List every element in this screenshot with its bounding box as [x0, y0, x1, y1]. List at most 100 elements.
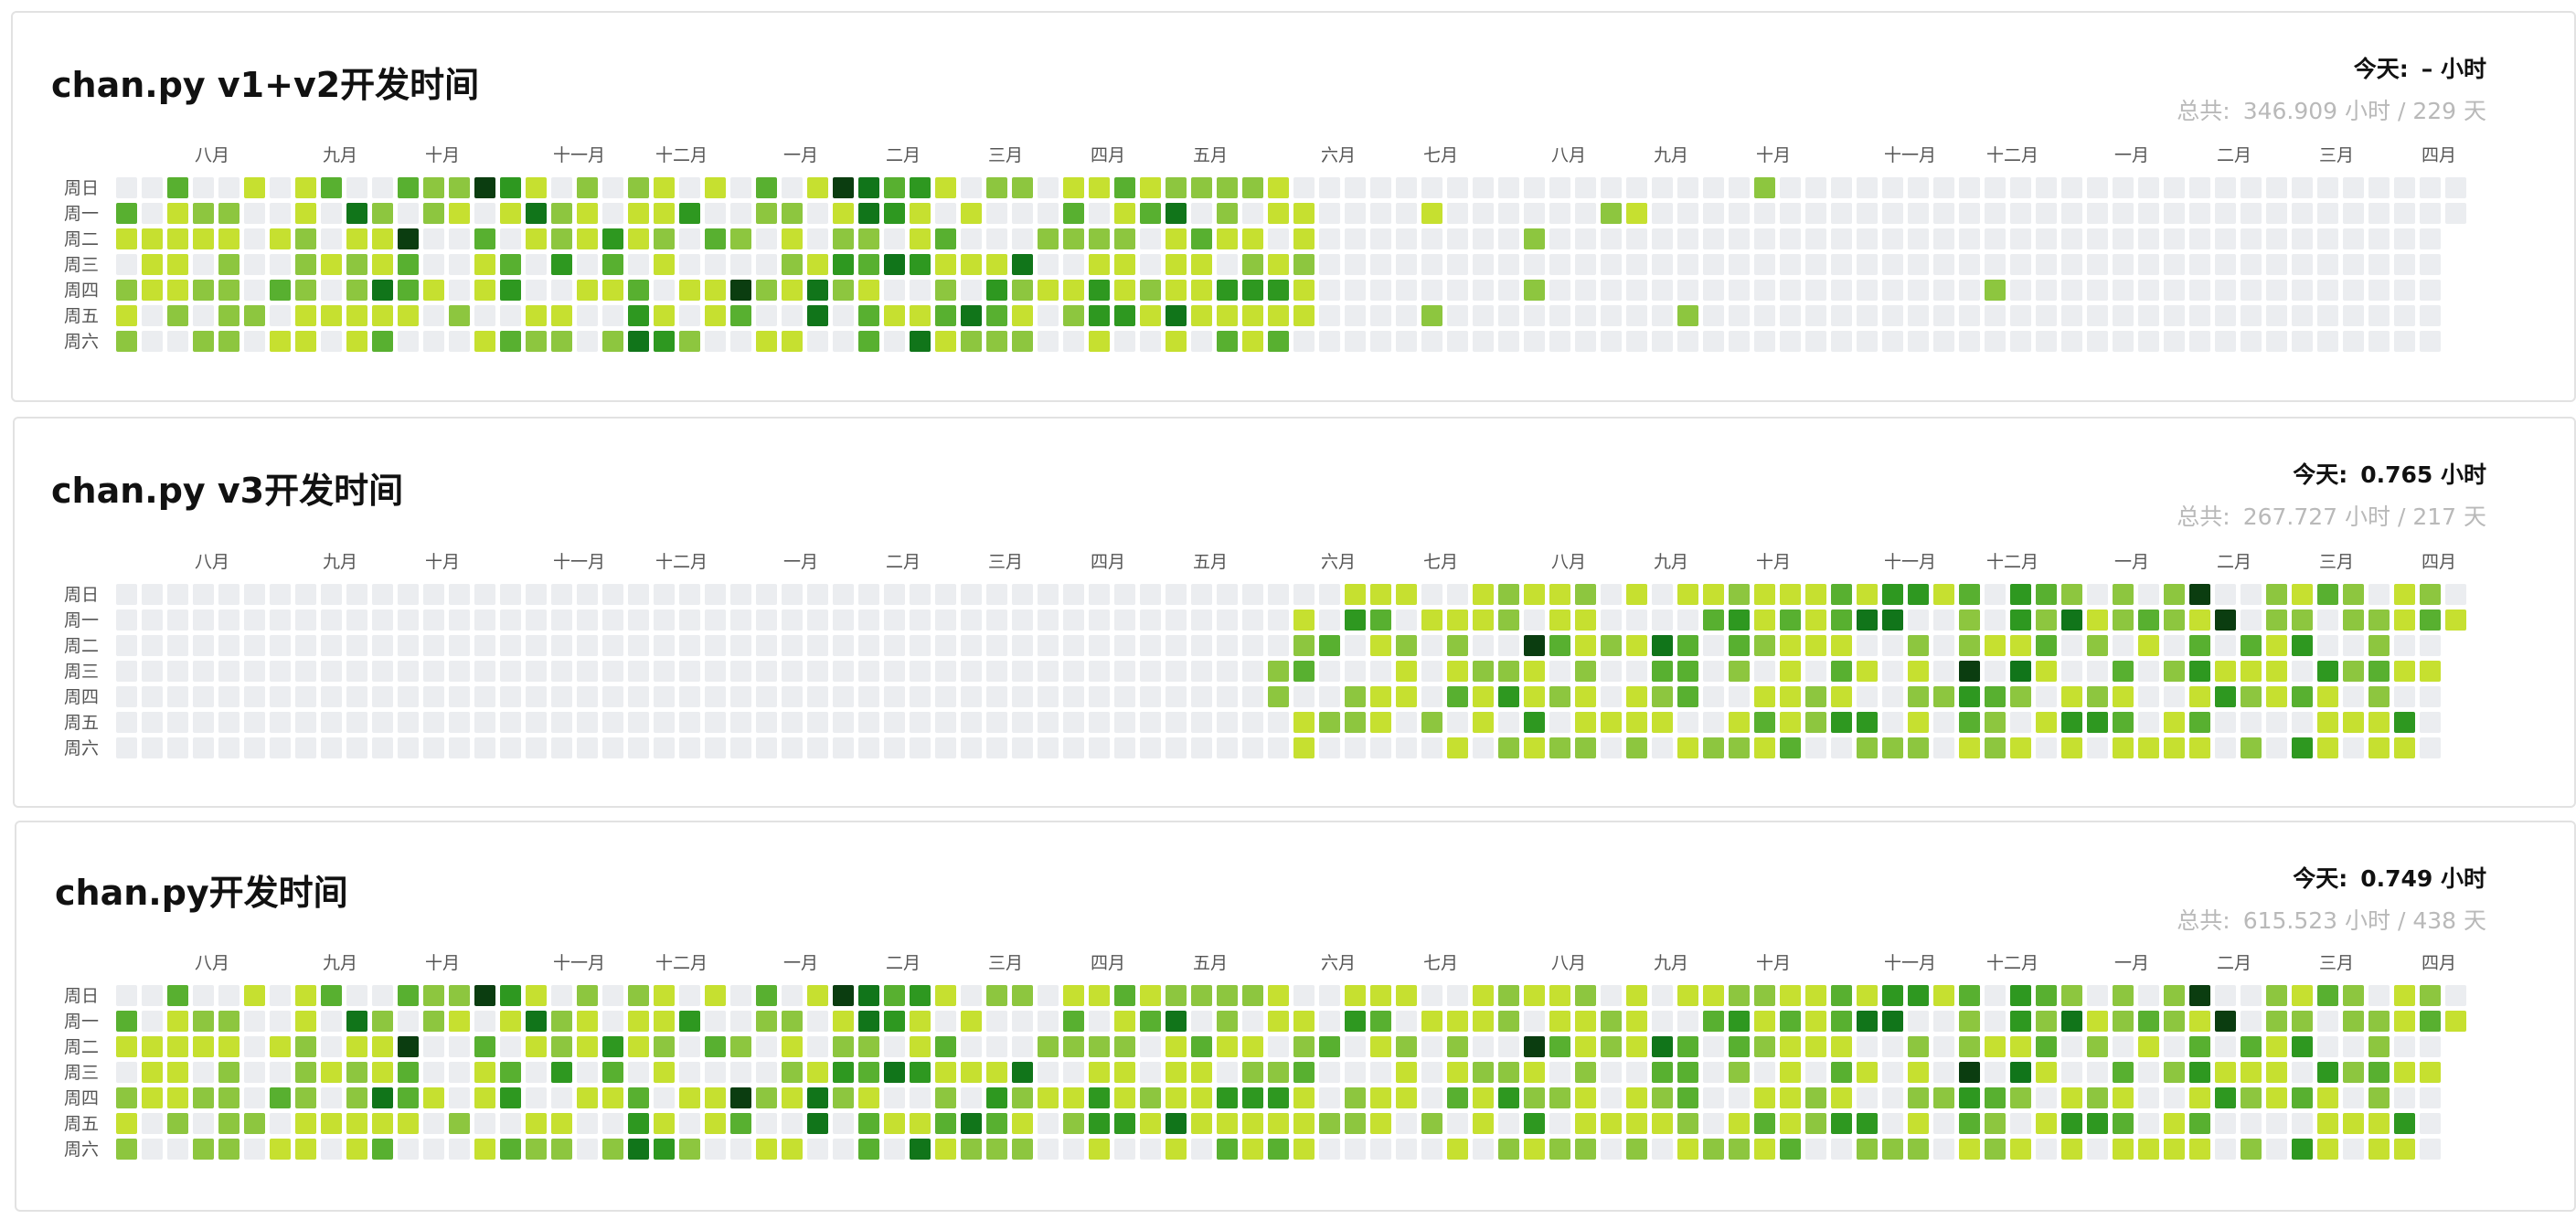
heatmap-day-cell[interactable] — [1882, 1113, 1903, 1134]
heatmap-day-cell[interactable] — [1319, 1062, 1340, 1083]
heatmap-day-cell[interactable] — [218, 1011, 240, 1032]
heatmap-day-cell[interactable] — [2343, 1139, 2364, 1160]
heatmap-day-cell[interactable] — [833, 985, 854, 1006]
heatmap-day-cell[interactable] — [1626, 661, 1647, 682]
heatmap-day-cell[interactable] — [961, 177, 982, 198]
heatmap-day-cell[interactable] — [986, 610, 1007, 631]
heatmap-day-cell[interactable] — [346, 1139, 367, 1160]
heatmap-day-cell[interactable] — [1012, 331, 1033, 352]
heatmap-day-cell[interactable] — [1038, 228, 1059, 249]
heatmap-day-cell[interactable] — [270, 305, 291, 326]
heatmap-day-cell[interactable] — [1908, 712, 1929, 733]
heatmap-day-cell[interactable] — [2061, 1139, 2082, 1160]
heatmap-day-cell[interactable] — [833, 331, 854, 352]
heatmap-day-cell[interactable] — [2087, 1062, 2108, 1083]
heatmap-day-cell[interactable] — [807, 177, 828, 198]
heatmap-day-cell[interactable] — [833, 1036, 854, 1057]
heatmap-day-cell[interactable] — [1242, 228, 1263, 249]
heatmap-day-cell[interactable] — [910, 1113, 931, 1134]
heatmap-day-cell[interactable] — [1038, 1011, 1059, 1032]
heatmap-day-cell[interactable] — [116, 1139, 137, 1160]
heatmap-day-cell[interactable] — [526, 1087, 547, 1108]
heatmap-day-cell[interactable] — [1089, 635, 1110, 656]
heatmap-day-cell[interactable] — [1831, 331, 1852, 352]
heatmap-day-cell[interactable] — [2266, 985, 2287, 1006]
heatmap-day-cell[interactable] — [1089, 661, 1110, 682]
heatmap-day-cell[interactable] — [2292, 1036, 2313, 1057]
heatmap-day-cell[interactable] — [1370, 1011, 1391, 1032]
heatmap-day-cell[interactable] — [628, 1113, 649, 1134]
heatmap-day-cell[interactable] — [1114, 331, 1135, 352]
heatmap-day-cell[interactable] — [705, 1087, 726, 1108]
heatmap-day-cell[interactable] — [756, 1139, 777, 1160]
heatmap-day-cell[interactable] — [1114, 584, 1135, 605]
heatmap-day-cell[interactable] — [142, 1139, 163, 1160]
heatmap-day-cell[interactable] — [1396, 1087, 1417, 1108]
heatmap-day-cell[interactable] — [1677, 737, 1698, 758]
heatmap-day-cell[interactable] — [1421, 1011, 1442, 1032]
heatmap-day-cell[interactable] — [2113, 635, 2134, 656]
heatmap-day-cell[interactable] — [577, 177, 598, 198]
heatmap-day-cell[interactable] — [1959, 203, 1980, 224]
heatmap-day-cell[interactable] — [193, 203, 214, 224]
heatmap-day-cell[interactable] — [218, 1087, 240, 1108]
heatmap-day-cell[interactable] — [1268, 737, 1289, 758]
heatmap-day-cell[interactable] — [218, 584, 240, 605]
heatmap-day-cell[interactable] — [551, 635, 572, 656]
heatmap-day-cell[interactable] — [654, 177, 675, 198]
heatmap-day-cell[interactable] — [2061, 737, 2082, 758]
heatmap-day-cell[interactable] — [2061, 610, 2082, 631]
heatmap-day-cell[interactable] — [1908, 331, 1929, 352]
heatmap-day-cell[interactable] — [1268, 228, 1289, 249]
heatmap-day-cell[interactable] — [526, 1113, 547, 1134]
heatmap-day-cell[interactable] — [2420, 203, 2441, 224]
heatmap-day-cell[interactable] — [2164, 985, 2185, 1006]
heatmap-day-cell[interactable] — [1089, 203, 1110, 224]
heatmap-day-cell[interactable] — [1293, 331, 1315, 352]
heatmap-day-cell[interactable] — [2292, 1062, 2313, 1083]
heatmap-day-cell[interactable] — [218, 1062, 240, 1083]
heatmap-day-cell[interactable] — [1985, 305, 2006, 326]
heatmap-day-cell[interactable] — [321, 737, 342, 758]
heatmap-day-cell[interactable] — [167, 1062, 188, 1083]
heatmap-day-cell[interactable] — [1857, 1062, 1878, 1083]
heatmap-day-cell[interactable] — [1549, 1062, 1570, 1083]
heatmap-day-cell[interactable] — [2292, 305, 2313, 326]
heatmap-day-cell[interactable] — [1370, 177, 1391, 198]
heatmap-day-cell[interactable] — [1754, 1139, 1775, 1160]
heatmap-day-cell[interactable] — [244, 1011, 265, 1032]
heatmap-day-cell[interactable] — [1370, 712, 1391, 733]
heatmap-day-cell[interactable] — [218, 985, 240, 1006]
heatmap-day-cell[interactable] — [1754, 610, 1775, 631]
heatmap-day-cell[interactable] — [1857, 228, 1878, 249]
heatmap-day-cell[interactable] — [2138, 254, 2159, 275]
heatmap-day-cell[interactable] — [628, 177, 649, 198]
heatmap-day-cell[interactable] — [1114, 737, 1135, 758]
heatmap-day-cell[interactable] — [2113, 280, 2134, 301]
heatmap-day-cell[interactable] — [1421, 985, 1442, 1006]
heatmap-day-cell[interactable] — [1985, 712, 2006, 733]
heatmap-day-cell[interactable] — [1498, 331, 1519, 352]
heatmap-day-cell[interactable] — [551, 177, 572, 198]
heatmap-day-cell[interactable] — [449, 712, 470, 733]
heatmap-day-cell[interactable] — [2266, 177, 2287, 198]
heatmap-day-cell[interactable] — [1473, 610, 1494, 631]
heatmap-day-cell[interactable] — [910, 228, 931, 249]
heatmap-day-cell[interactable] — [2189, 331, 2210, 352]
heatmap-day-cell[interactable] — [1421, 712, 1442, 733]
heatmap-day-cell[interactable] — [346, 686, 367, 707]
heatmap-day-cell[interactable] — [2445, 177, 2466, 198]
heatmap-day-cell[interactable] — [2420, 661, 2441, 682]
heatmap-day-cell[interactable] — [628, 1139, 649, 1160]
heatmap-day-cell[interactable] — [2061, 584, 2082, 605]
heatmap-day-cell[interactable] — [2368, 280, 2390, 301]
heatmap-day-cell[interactable] — [2445, 610, 2466, 631]
heatmap-day-cell[interactable] — [218, 686, 240, 707]
heatmap-day-cell[interactable] — [858, 331, 879, 352]
heatmap-day-cell[interactable] — [2189, 985, 2210, 1006]
heatmap-day-cell[interactable] — [1524, 305, 1545, 326]
heatmap-day-cell[interactable] — [2241, 661, 2262, 682]
heatmap-day-cell[interactable] — [961, 1011, 982, 1032]
heatmap-day-cell[interactable] — [2241, 1062, 2262, 1083]
heatmap-day-cell[interactable] — [1882, 1011, 1903, 1032]
